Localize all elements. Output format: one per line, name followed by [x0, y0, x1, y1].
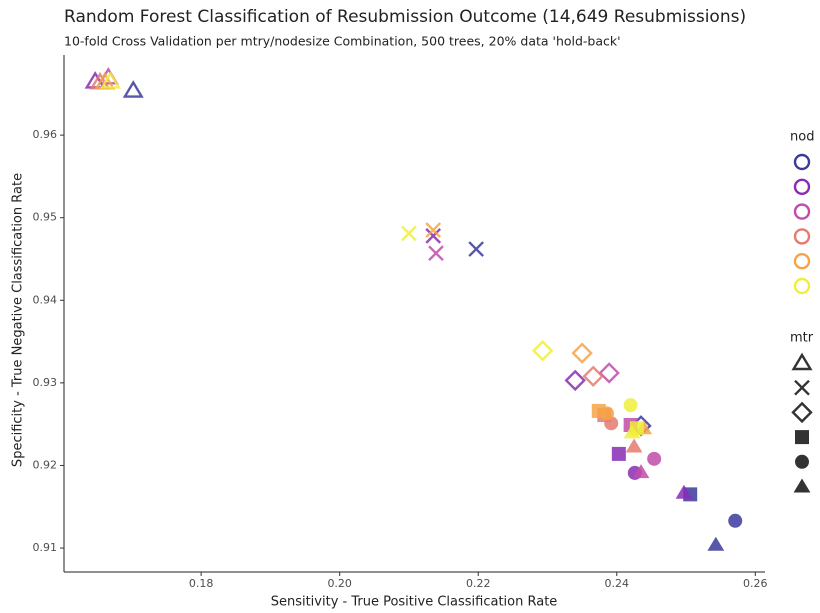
point [582, 365, 604, 387]
point [600, 406, 615, 421]
color-legend-marker [793, 228, 811, 245]
chart-title: Random Forest Classification of Resubmis… [64, 7, 746, 27]
y-tick-label: 0.92 [33, 458, 58, 471]
point [564, 369, 586, 392]
color-legend-marker [793, 203, 811, 220]
point [468, 241, 484, 257]
point [571, 342, 593, 364]
point [425, 228, 442, 244]
color-legend-marker [793, 277, 811, 295]
shape-legend-marker [791, 401, 813, 424]
y-tick-label: 0.94 [33, 293, 58, 306]
point [647, 451, 662, 466]
y-tick-label: 0.95 [33, 211, 58, 224]
y-tick-label: 0.93 [33, 376, 58, 389]
point [531, 339, 554, 362]
chart-subtitle: 10-fold Cross Validation per mtry/nodesi… [64, 34, 621, 49]
shape-legend-marker [794, 379, 810, 396]
point [428, 245, 444, 262]
point [632, 464, 650, 479]
y-axis-label: Specificity - True Negative Classificati… [11, 173, 26, 467]
shape-legend-marker [795, 454, 809, 469]
point [707, 536, 725, 551]
x-tick-label: 0.18 [189, 577, 214, 590]
point [99, 71, 121, 89]
point [122, 80, 144, 98]
x-tick-label: 0.22 [466, 577, 491, 590]
y-tick-label: 0.96 [33, 128, 58, 141]
shape-legend-title: mtr [790, 331, 814, 346]
color-legend-marker [793, 178, 811, 196]
shape-legend-marker [793, 478, 811, 493]
shape-legend-marker [795, 430, 809, 445]
y-tick-label: 0.91 [33, 541, 58, 554]
x-tick-label: 0.20 [327, 577, 352, 590]
point [623, 424, 641, 439]
point [675, 484, 693, 499]
point [623, 398, 638, 413]
shape-legend-marker [791, 352, 813, 371]
point [598, 362, 620, 384]
point [625, 438, 643, 453]
point [425, 222, 442, 238]
point [401, 225, 417, 242]
point [728, 513, 743, 528]
color-legend-title: nod [790, 130, 814, 145]
point [611, 446, 626, 461]
x-tick-label: 0.24 [605, 577, 630, 590]
color-legend-marker [793, 153, 811, 171]
x-axis-label: Sensitivity - True Positive Classificati… [271, 595, 558, 610]
color-legend-marker [793, 253, 811, 270]
x-tick-label: 0.26 [743, 577, 768, 590]
